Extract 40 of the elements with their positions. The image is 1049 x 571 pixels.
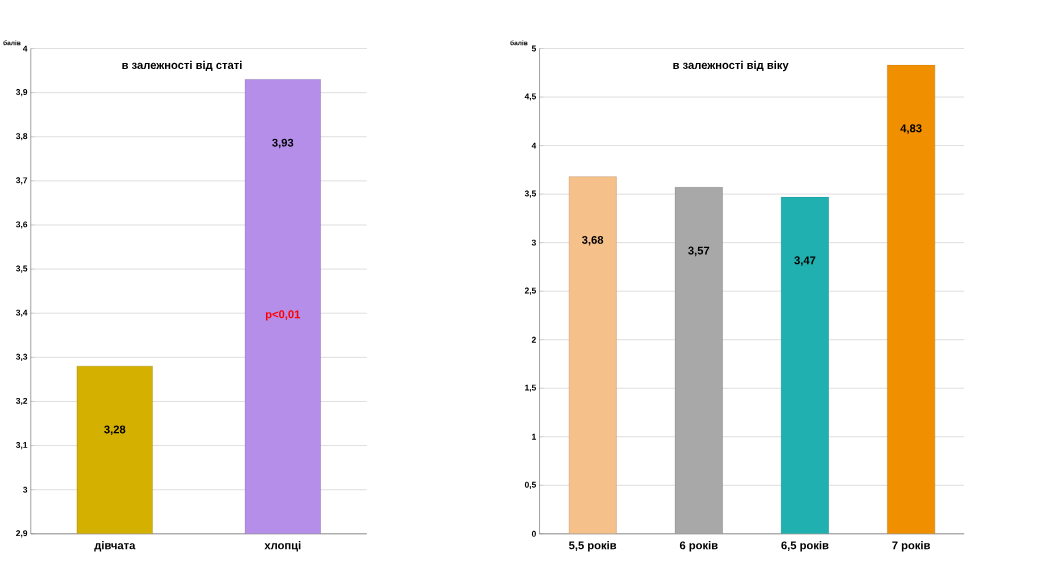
text: в залежності від віку	[673, 60, 789, 72]
bar	[568, 176, 617, 534]
y-tick-label: 2,5	[524, 287, 537, 295]
y-tick-label: 4,5	[524, 93, 537, 101]
y-tick-label: 0	[531, 530, 536, 537]
y-tick-label: 0,5	[524, 481, 537, 489]
y-tick-label: 4	[22, 45, 28, 52]
data-label: 3,47	[794, 256, 816, 266]
y-tick-label: 3,2	[16, 397, 28, 405]
y-tick-label: 3,1	[16, 441, 28, 450]
y-tick-label: 4	[531, 142, 537, 149]
x-tick-label: дівчата	[94, 541, 136, 552]
x-tick-label: 6,5 років	[781, 541, 829, 552]
data-label: 3,68	[581, 235, 604, 246]
x-tick-label: хлопці	[264, 541, 301, 552]
data-label: 3,57	[688, 246, 710, 257]
y-tick-label: 5	[531, 45, 537, 52]
y-tick-label: 3,5	[16, 265, 28, 273]
annotation: p<0,01	[265, 310, 301, 321]
y-tick-label: 3,9	[16, 88, 28, 97]
data-label: 3,28	[104, 425, 126, 435]
y-tick-label: 3,7	[16, 177, 28, 185]
y-tick-label: 2	[531, 336, 536, 343]
y-tick-label: 3	[23, 486, 28, 493]
x-tick-label: 7 років	[892, 541, 930, 552]
text: в залежності від статі	[122, 60, 242, 72]
y-tick-label: 2,9	[16, 530, 28, 538]
x-tick-label: 6 років	[679, 541, 718, 552]
y-tick-label: 3,4	[16, 309, 28, 317]
y-tick-label: 1	[532, 433, 537, 440]
data-label: 3,93	[272, 138, 294, 149]
data-label: 4,83	[900, 124, 922, 134]
y-tick-label: 1,5	[525, 384, 537, 392]
y-tick-label: 3,6	[16, 221, 28, 229]
y-tick-label: 3,3	[16, 353, 28, 361]
y-tick-label: 3,8	[16, 133, 28, 141]
y-tick-label: 3,5	[524, 190, 537, 198]
x-tick-label: 5,5 років	[568, 541, 617, 552]
bar	[780, 196, 829, 534]
y-tick-label: 3	[531, 239, 536, 246]
